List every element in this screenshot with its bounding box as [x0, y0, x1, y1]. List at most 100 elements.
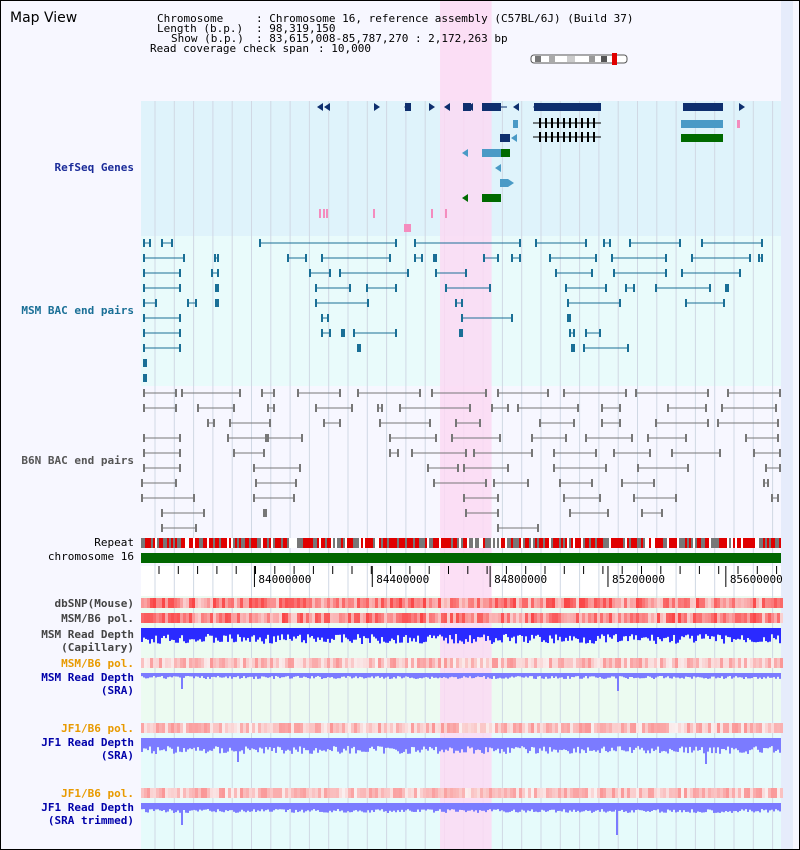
- read-depth-bar: [379, 673, 381, 678]
- track-label-dbsnp[interactable]: dbSNP(Mouse): [54, 597, 134, 610]
- track-label-chromosome[interactable]: chromosome 16: [47, 550, 134, 563]
- msm-bac-pair-end: [435, 254, 437, 262]
- track-label-jf1-b6-pol[interactable]: JF1/B6 pol.: [61, 722, 134, 735]
- read-depth-bar: [157, 673, 159, 677]
- read-depth-bar: [585, 673, 587, 677]
- heat-cell: [165, 658, 168, 668]
- read-depth-bar: [685, 628, 687, 636]
- track-label-refseq[interactable]: RefSeq Genes: [54, 161, 134, 174]
- heat-cell: [195, 658, 198, 668]
- b6n-bac-pair-end: [465, 449, 467, 457]
- read-depth-bar: [547, 673, 549, 679]
- read-depth-bar: [413, 803, 415, 812]
- read-depth-bar: [449, 738, 451, 748]
- repeat-element: [599, 538, 601, 548]
- repeat-element: [665, 538, 667, 548]
- read-depth-bar: [353, 803, 355, 811]
- msm-bac-pair-end: [573, 329, 575, 337]
- heat-cell: [537, 658, 540, 668]
- read-depth-bar: [161, 738, 163, 751]
- heat-cell: [762, 658, 765, 668]
- heat-cell: [708, 613, 711, 623]
- read-depth-bar: [251, 803, 253, 812]
- read-depth-bar: [265, 673, 267, 678]
- repeat-element: [693, 538, 695, 548]
- repeat-element: [653, 538, 655, 548]
- heat-cell: [750, 613, 753, 623]
- read-depth-bar: [777, 628, 779, 636]
- heat-cell: [414, 598, 417, 608]
- read-depth-bar: [235, 673, 237, 678]
- read-depth-bar: [297, 738, 299, 752]
- heat-cell: [609, 723, 612, 733]
- heat-cell: [519, 723, 522, 733]
- heat-cell: [471, 613, 474, 623]
- heat-cell: [684, 723, 687, 733]
- read-depth-bar: [703, 673, 705, 679]
- read-depth-bar: [439, 803, 441, 810]
- read-depth-bar: [709, 673, 711, 679]
- msm-bac-pair-end: [215, 299, 217, 307]
- track-label-jf1-depth-trimmed[interactable]: JF1 Read Depth: [41, 801, 134, 814]
- track-label-msm-b6-pol[interactable]: MSM/B6 pol.: [61, 612, 134, 625]
- heat-cell: [567, 598, 570, 608]
- b6n-bac-pair-end: [411, 449, 413, 457]
- read-depth-bar: [303, 803, 305, 813]
- repeat-element: [167, 538, 169, 548]
- heat-cell: [420, 598, 423, 608]
- read-depth-bar: [611, 738, 613, 748]
- read-depth-bar: [651, 738, 653, 749]
- read-depth-bar: [257, 628, 259, 640]
- heat-cell: [483, 613, 486, 623]
- read-depth-bar: [525, 803, 527, 813]
- read-depth-bar: [629, 738, 631, 748]
- read-depth-bar: [457, 628, 459, 644]
- heat-cell: [435, 658, 438, 668]
- heat-cell: [180, 723, 183, 733]
- heat-cell: [567, 658, 570, 668]
- track-label-msm-b6-pol-sra[interactable]: MSM/B6 pol.: [61, 657, 134, 670]
- heat-cell: [501, 723, 504, 733]
- heat-cell: [363, 788, 366, 798]
- msm-bac-pair-end: [217, 299, 219, 307]
- heat-cell: [321, 723, 324, 733]
- repeat-element: [529, 538, 531, 548]
- read-depth-bar: [655, 803, 657, 811]
- read-depth-bar: [199, 803, 201, 810]
- heat-cell: [714, 598, 717, 608]
- read-depth-bar: [587, 803, 589, 812]
- heat-cell: [510, 788, 513, 798]
- heat-cell: [618, 788, 621, 798]
- read-depth-bar: [575, 673, 577, 677]
- read-depth-bar: [479, 803, 481, 811]
- read-depth-bar: [557, 673, 559, 679]
- repeat-element: [351, 538, 353, 548]
- msm-bac-pair-end: [211, 269, 213, 277]
- track-label-repeat[interactable]: Repeat: [94, 536, 134, 549]
- track-label-jf1-b6-pol-trimmed[interactable]: JF1/B6 pol.: [61, 787, 134, 800]
- track-label-msm-depth-sra[interactable]: MSM Read Depth: [41, 671, 134, 684]
- track-label-msm-depth-capillary[interactable]: MSM Read Depth: [41, 628, 134, 641]
- b6n-bac-pair-end: [707, 389, 709, 397]
- track-label-b6n-bac[interactable]: B6N BAC end pairs: [21, 454, 134, 467]
- read-depth-bar: [341, 673, 343, 677]
- heat-cell: [549, 598, 552, 608]
- repeat-element: [143, 538, 145, 548]
- heat-cell: [753, 788, 756, 798]
- read-depth-bar: [471, 738, 473, 748]
- repeat-element: [609, 538, 611, 548]
- repeat-element: [163, 538, 165, 548]
- repeat-element: [307, 538, 309, 548]
- track-label-msm-bac[interactable]: MSM BAC end pairs: [21, 304, 134, 317]
- heat-cell: [219, 788, 222, 798]
- heat-cell: [426, 613, 429, 623]
- read-depth-bar: [627, 803, 629, 813]
- read-depth-bar: [543, 628, 545, 641]
- heat-cell: [288, 723, 291, 733]
- track-label-jf1-depth-sra[interactable]: JF1 Read Depth: [41, 736, 134, 749]
- heat-cell: [360, 658, 363, 668]
- heat-cell: [756, 658, 759, 668]
- read-depth-bar: [695, 738, 697, 747]
- gene-mark: [326, 209, 328, 218]
- read-depth-bar: [775, 803, 777, 810]
